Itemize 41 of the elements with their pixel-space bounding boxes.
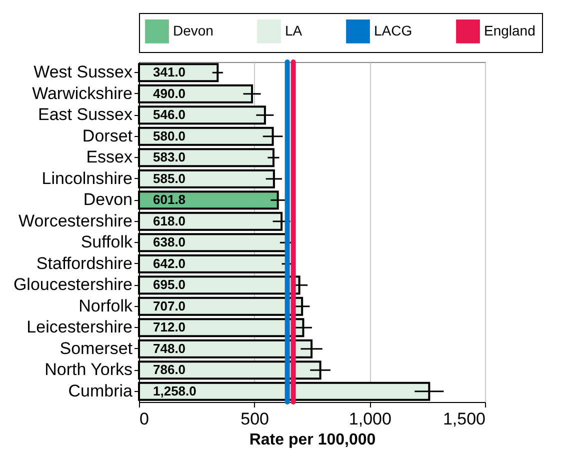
y-tick-label: East Sussex [38,105,133,124]
data-label: 601.8 [153,192,186,208]
y-tick-label: Somerset [60,338,133,358]
x-tick-label: 0 [140,410,149,428]
y-tick-label: Devon [83,190,132,210]
y-tick-label: Essex [86,148,133,167]
data-label: 490.0 [153,86,186,101]
data-label: 748.0 [153,340,186,356]
y-tick-label: Suffolk [80,232,133,252]
x-tick-label: 1,000 [348,410,392,428]
y-tick-label: Lincolnshire [42,168,132,188]
data-label: 585.0 [153,170,186,186]
legend-label: Devon [173,22,214,38]
x-tick-label: 500 [240,410,270,428]
data-label: 618.0 [153,213,186,228]
y-tick-label: Cumbria [68,381,134,400]
data-label: 642.0 [153,256,186,271]
data-label: 695.0 [153,277,186,292]
y-tick-label: Worcestershire [18,211,132,230]
data-label: 580.0 [153,128,186,144]
data-label: 583.0 [153,150,186,165]
y-tick-label: North Yorks [44,360,132,380]
y-tick-label: Norfolk [78,296,133,316]
y-tick-label: Gloucestershire [13,275,132,294]
data-label: 546.0 [153,107,186,122]
legend-label: LA [285,22,303,38]
data-label: 707.0 [153,298,186,314]
legend-label: LACG [374,22,412,38]
y-tick-label: Leicestershire [26,318,132,337]
y-tick-label: West Sussex [34,62,133,82]
data-label: 786.0 [153,362,186,378]
data-label: 341.0 [153,64,186,80]
x-axis-title: Rate per 100,000 [249,432,376,448]
data-label: 1,258.0 [153,383,196,398]
data-label: 712.0 [153,320,186,335]
legend-label: England [484,22,536,38]
x-tick-label: 1,500 [442,410,486,428]
y-tick-label: Staffordshire [36,254,132,273]
data-label: 638.0 [153,234,186,250]
y-tick-label: Warwickshire [32,84,132,103]
y-tick-label: Dorset [82,126,133,146]
